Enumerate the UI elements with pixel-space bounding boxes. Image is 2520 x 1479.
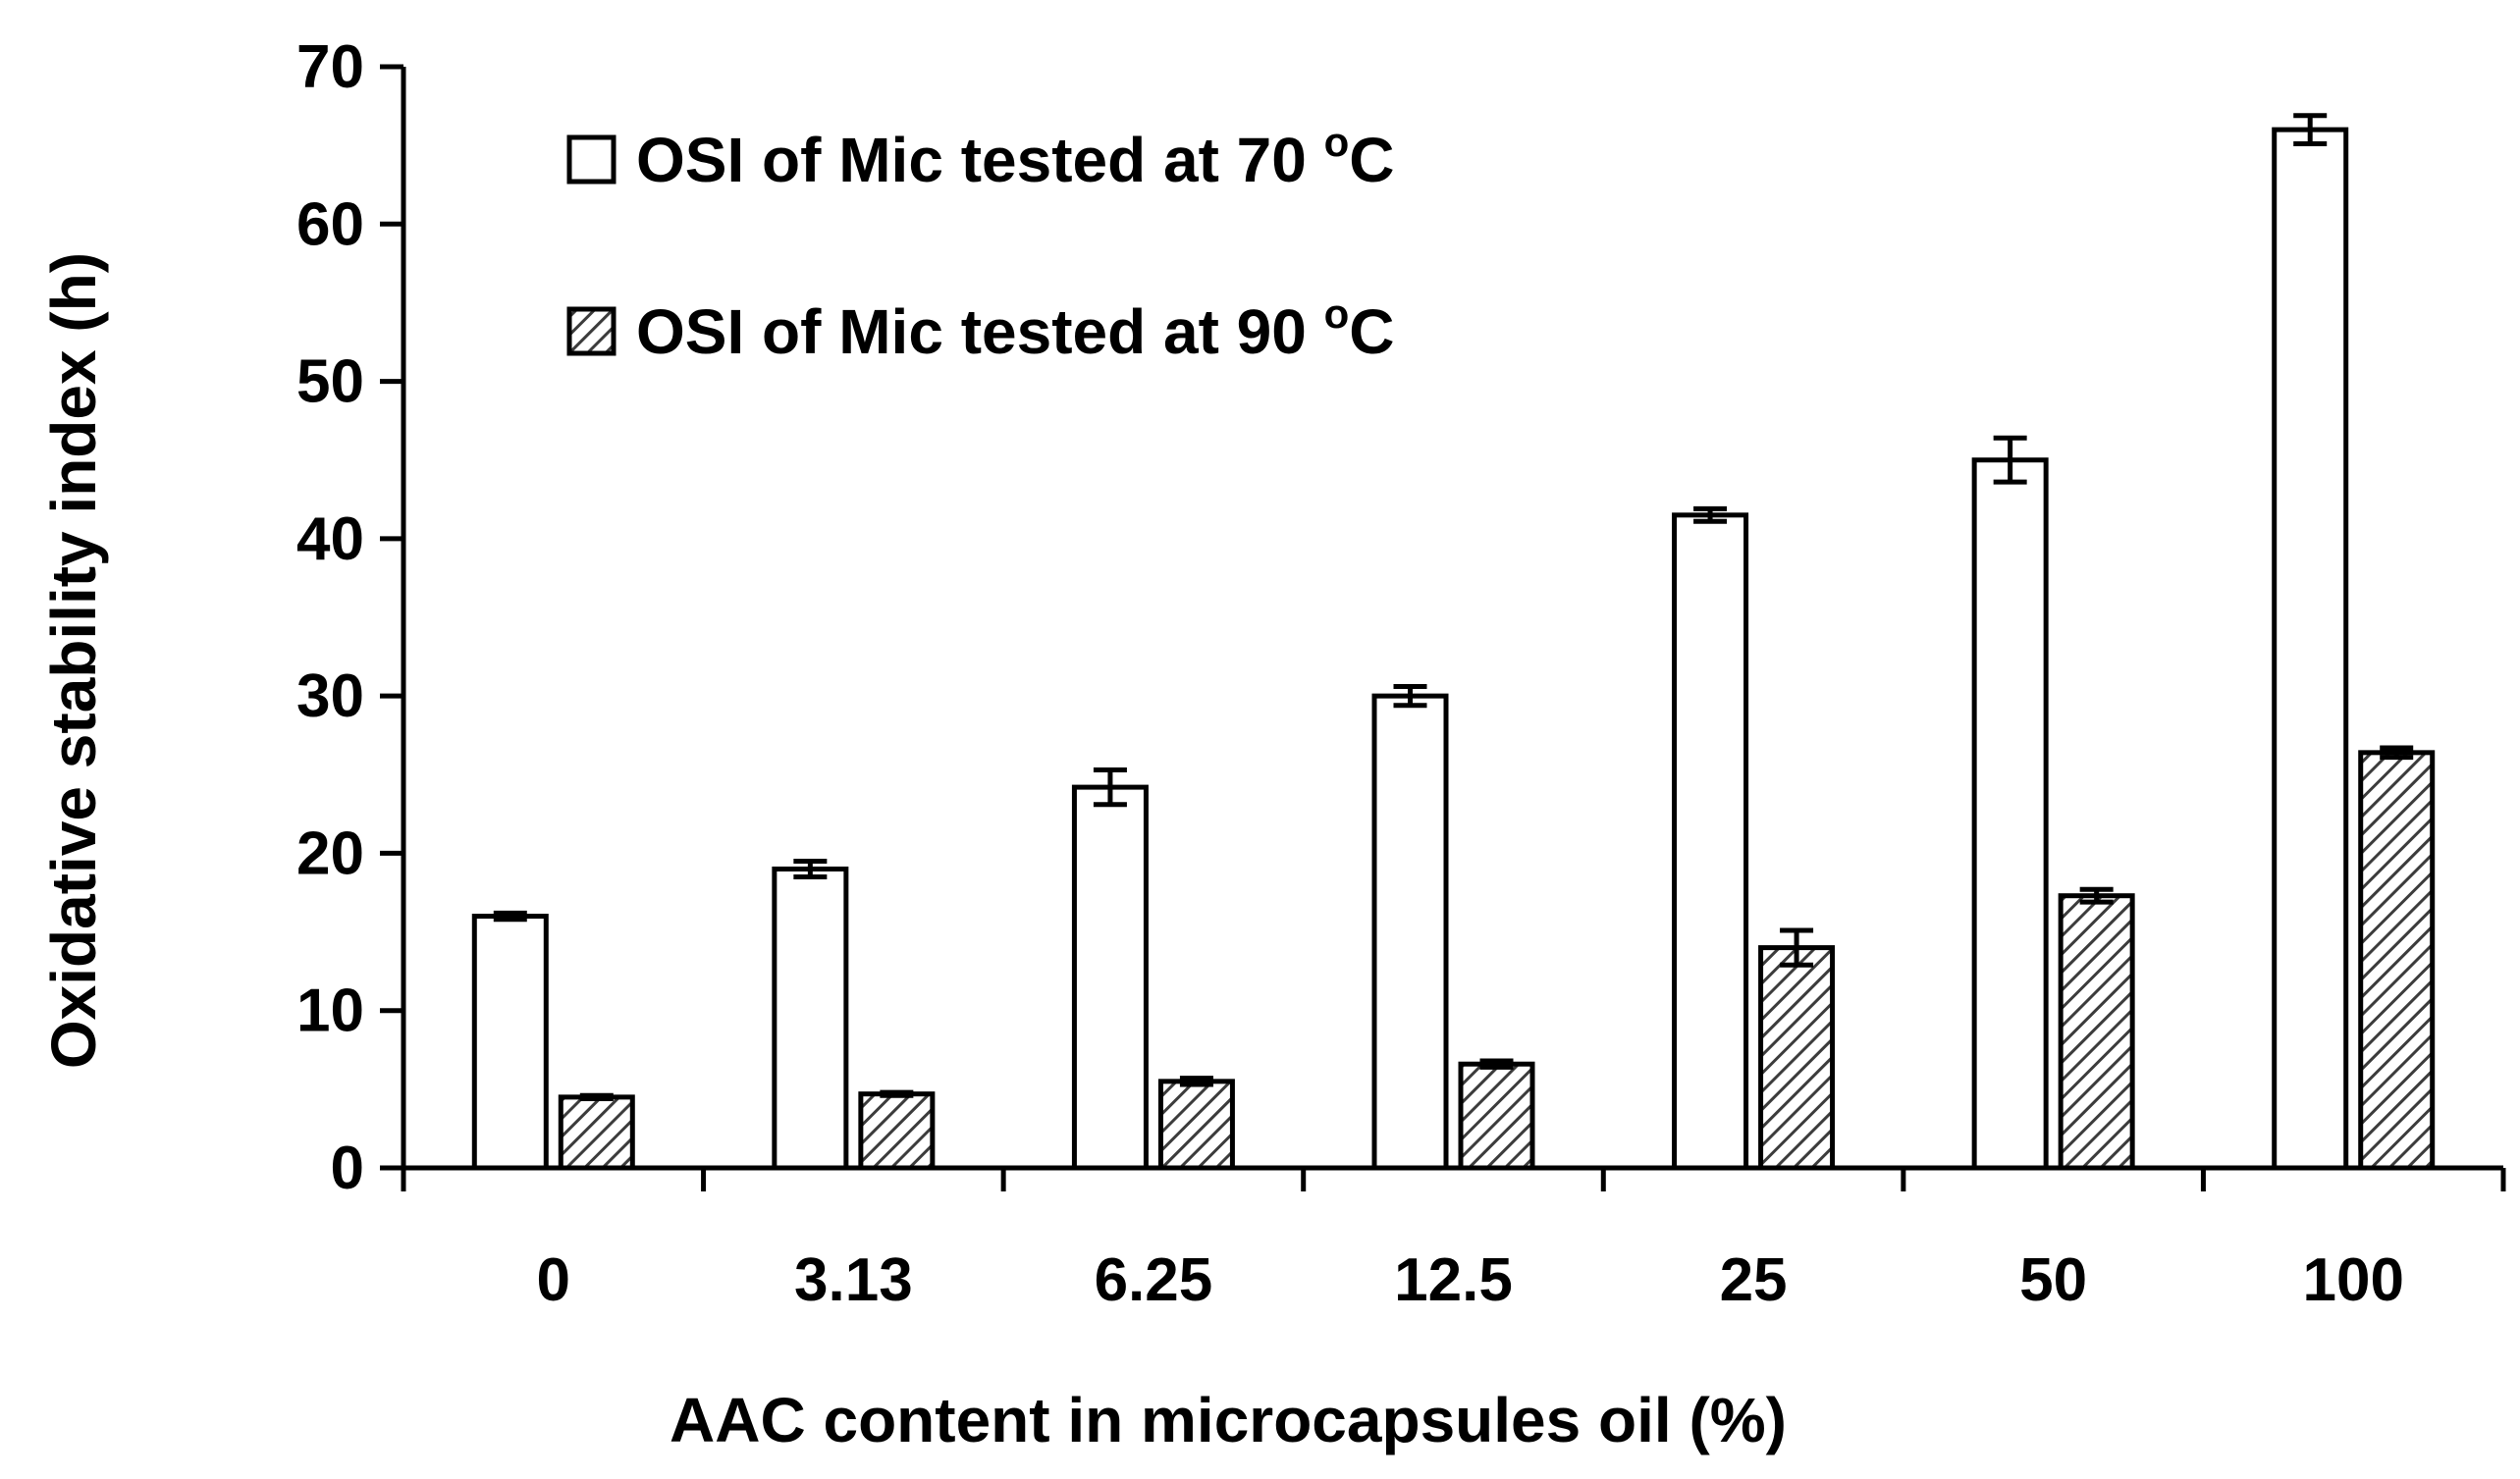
- error-bar-series-0-100: [2293, 113, 2328, 147]
- bar-series-0-0: [471, 914, 549, 1171]
- error-bar-series-0-0: [493, 910, 527, 923]
- x-axis-title: AAC content in microcapsules oil (%): [670, 1385, 1787, 1455]
- y-tick-label: 70: [296, 33, 364, 101]
- y-tick-label: 60: [296, 190, 364, 258]
- error-bar-series-1-50: [2079, 886, 2114, 905]
- legend-label-90c: OSI of Mic tested at 90 oC: [636, 291, 1395, 367]
- bar-series-1-6_25: [1157, 1079, 1235, 1171]
- legend-swatch-90c: [566, 306, 617, 356]
- error-bar-series-0-12_5: [1393, 684, 1427, 709]
- bar-series-1-25: [1758, 945, 1836, 1171]
- bar-series-1-50: [2058, 893, 2135, 1171]
- bar-series-1-0: [558, 1094, 635, 1171]
- bar-series-0-100: [2272, 127, 2349, 1171]
- legend: OSI of Mic tested at 70 oC OSI of Mic te…: [566, 119, 1395, 367]
- error-bar-series-1-25: [1780, 927, 1814, 968]
- bar-series-0-6_25: [1071, 784, 1149, 1171]
- y-tick-label: 40: [296, 505, 364, 573]
- error-bar-series-0-25: [1693, 505, 1728, 524]
- x-tick-label: 50: [2019, 1246, 2087, 1314]
- legend-swatch-70c: [566, 134, 617, 185]
- error-bar-series-1-12_5: [1479, 1058, 1514, 1070]
- bar-series-0-12_5: [1371, 693, 1449, 1171]
- y-tick-label: 50: [296, 348, 364, 416]
- legend-label-70c: OSI of Mic tested at 70 oC: [636, 119, 1395, 195]
- axes-layer: 0 10 20 30 40 50 60 70 0 3.13 6.25 12.5 25 50 100: [296, 33, 2506, 1314]
- bar-series-1-100: [2358, 750, 2436, 1171]
- error-bar-series-0-50: [1993, 435, 2027, 485]
- y-tick-label: 0: [331, 1135, 364, 1202]
- error-bar-series-1-3_13: [880, 1089, 914, 1098]
- x-tick-label: 6.25: [1095, 1246, 1213, 1314]
- bar-series-1-12_5: [1458, 1061, 1535, 1171]
- x-tick-label: 0: [537, 1246, 570, 1314]
- x-tick-label: 25: [1720, 1246, 1788, 1314]
- bar-series-0-50: [1971, 457, 2049, 1171]
- bar-series-0-3_13: [772, 866, 849, 1171]
- error-bar-series-1-6_25: [1179, 1076, 1213, 1087]
- bars-layer: [471, 127, 2436, 1171]
- error-bar-series-1-0: [579, 1092, 614, 1101]
- x-tick-label: 100: [2302, 1246, 2403, 1314]
- x-tick-label: 12.5: [1394, 1246, 1513, 1314]
- error-bar-series-0-6_25: [1093, 766, 1127, 808]
- error-bar-series-1-100: [2380, 745, 2414, 761]
- y-axis-title: Oxidative stability index (h): [38, 252, 109, 1069]
- bar-series-0-25: [1672, 512, 1749, 1171]
- y-tick-label: 20: [296, 819, 364, 887]
- x-tick-label: 3.13: [794, 1246, 913, 1314]
- y-tick-label: 30: [296, 662, 364, 730]
- y-tick-label: 10: [296, 977, 364, 1045]
- error-bar-series-0-3_13: [793, 858, 828, 879]
- error-bars-layer: [493, 113, 2414, 1101]
- bar-series-1-3_13: [858, 1091, 936, 1171]
